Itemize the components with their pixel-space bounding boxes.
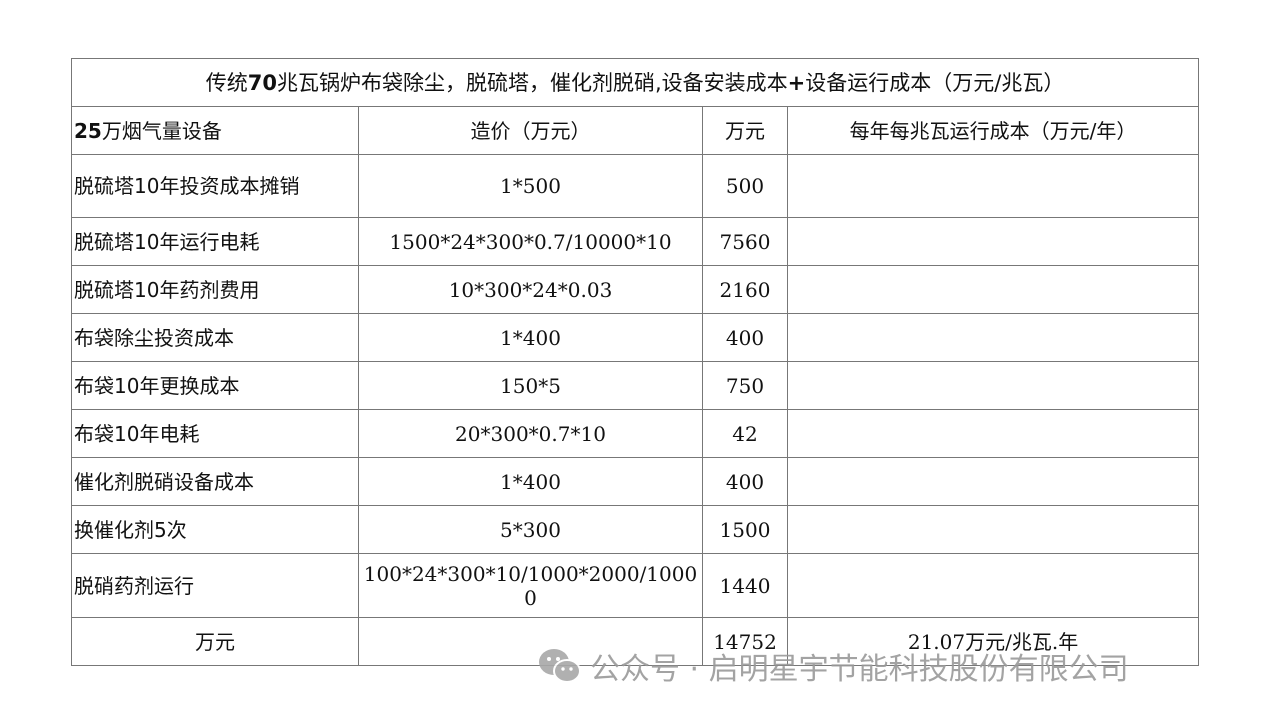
row-formula: 1*400 <box>358 313 703 362</box>
table-row: 布袋10年更换成本 150*5 750 <box>71 361 1200 410</box>
header-amount: 万元 <box>702 106 788 155</box>
row-annual <box>786 361 1200 410</box>
row-item: 脱硝药剂运行 <box>71 553 359 618</box>
row-item: 脱硫塔10年运行电耗 <box>71 217 359 266</box>
table-row: 催化剂脱硝设备成本 1*400 400 <box>71 457 1200 506</box>
row-item: 布袋除尘投资成本 <box>71 313 359 362</box>
row-formula: 1*400 <box>358 457 703 506</box>
row-formula: 150*5 <box>358 361 703 410</box>
table-row: 脱硝药剂运行 100*24*300*10/1000*2000/10000 1440 <box>71 553 1200 618</box>
row-item: 换催化剂5次 <box>71 505 359 554</box>
table-row: 布袋10年电耗 20*300*0.7*10 42 <box>71 409 1200 458</box>
row-formula: 5*300 <box>358 505 703 554</box>
table-title: 传统70兆瓦锅炉布袋除尘，脱硫塔，催化剂脱硝,设备安装成本+设备运行成本（万元/… <box>70 58 1200 107</box>
table-row: 脱硫塔10年药剂费用 10*300*24*0.03 2160 <box>71 265 1200 314</box>
total-annual: 21.07万元/兆瓦.年 <box>786 617 1200 666</box>
cost-table: 传统70兆瓦锅炉布袋除尘，脱硫塔，催化剂脱硝,设备安装成本+设备运行成本（万元/… <box>70 58 1200 666</box>
total-label: 万元 <box>71 617 359 666</box>
row-annual <box>786 217 1200 266</box>
row-item: 催化剂脱硝设备成本 <box>71 457 359 506</box>
row-value: 2160 <box>702 265 788 314</box>
row-annual <box>786 553 1200 618</box>
row-formula: 20*300*0.7*10 <box>358 409 703 458</box>
watermark-text: 公众号 · 启明星宇节能科技股份有限公司 <box>590 652 1129 687</box>
row-formula: 1*500 <box>358 154 703 218</box>
total-value: 14752 <box>702 617 788 666</box>
row-item: 脱硫塔10年药剂费用 <box>71 265 359 314</box>
row-value: 7560 <box>702 217 788 266</box>
row-value: 42 <box>702 409 788 458</box>
row-value: 400 <box>702 457 788 506</box>
table-row: 脱硫塔10年运行电耗 1500*24*300*0.7/10000*10 7560 <box>71 217 1200 266</box>
row-annual <box>786 265 1200 314</box>
table-row: 布袋除尘投资成本 1*400 400 <box>71 313 1200 362</box>
row-formula: 10*300*24*0.03 <box>358 265 703 314</box>
row-item: 布袋10年电耗 <box>71 409 359 458</box>
row-annual <box>786 409 1200 458</box>
row-formula: 100*24*300*10/1000*2000/10000 <box>358 553 703 618</box>
total-formula <box>358 617 703 666</box>
row-item: 布袋10年更换成本 <box>71 361 359 410</box>
row-value: 750 <box>702 361 788 410</box>
header-cost: 造价（万元） <box>358 106 703 155</box>
row-annual <box>786 313 1200 362</box>
watermark: 公众号 · 启明星宇节能科技股份有限公司 <box>538 644 1129 688</box>
table-row: 换催化剂5次 5*300 1500 <box>71 505 1200 554</box>
table-row: 脱硫塔10年投资成本摊销 1*500 500 <box>71 154 1200 218</box>
row-value: 400 <box>702 313 788 362</box>
row-annual <box>786 505 1200 554</box>
header-annual-cost: 每年每兆瓦运行成本（万元/年） <box>786 106 1200 155</box>
row-item: 脱硫塔10年投资成本摊销 <box>71 154 359 218</box>
table-title-row: 传统70兆瓦锅炉布袋除尘，脱硫塔，催化剂脱硝,设备安装成本+设备运行成本（万元/… <box>70 58 1200 107</box>
header-row: 25万烟气量设备 造价（万元） 万元 每年每兆瓦运行成本（万元/年） <box>71 106 1200 155</box>
row-annual <box>786 457 1200 506</box>
row-value: 1440 <box>702 553 788 618</box>
total-row: 万元 14752 21.07万元/兆瓦.年 <box>71 617 1200 666</box>
row-value: 1500 <box>702 505 788 554</box>
row-value: 500 <box>702 154 788 218</box>
row-formula: 1500*24*300*0.7/10000*10 <box>358 217 703 266</box>
wechat-icon <box>538 647 582 685</box>
row-annual <box>786 154 1200 218</box>
header-equipment: 25万烟气量设备 <box>71 106 359 155</box>
